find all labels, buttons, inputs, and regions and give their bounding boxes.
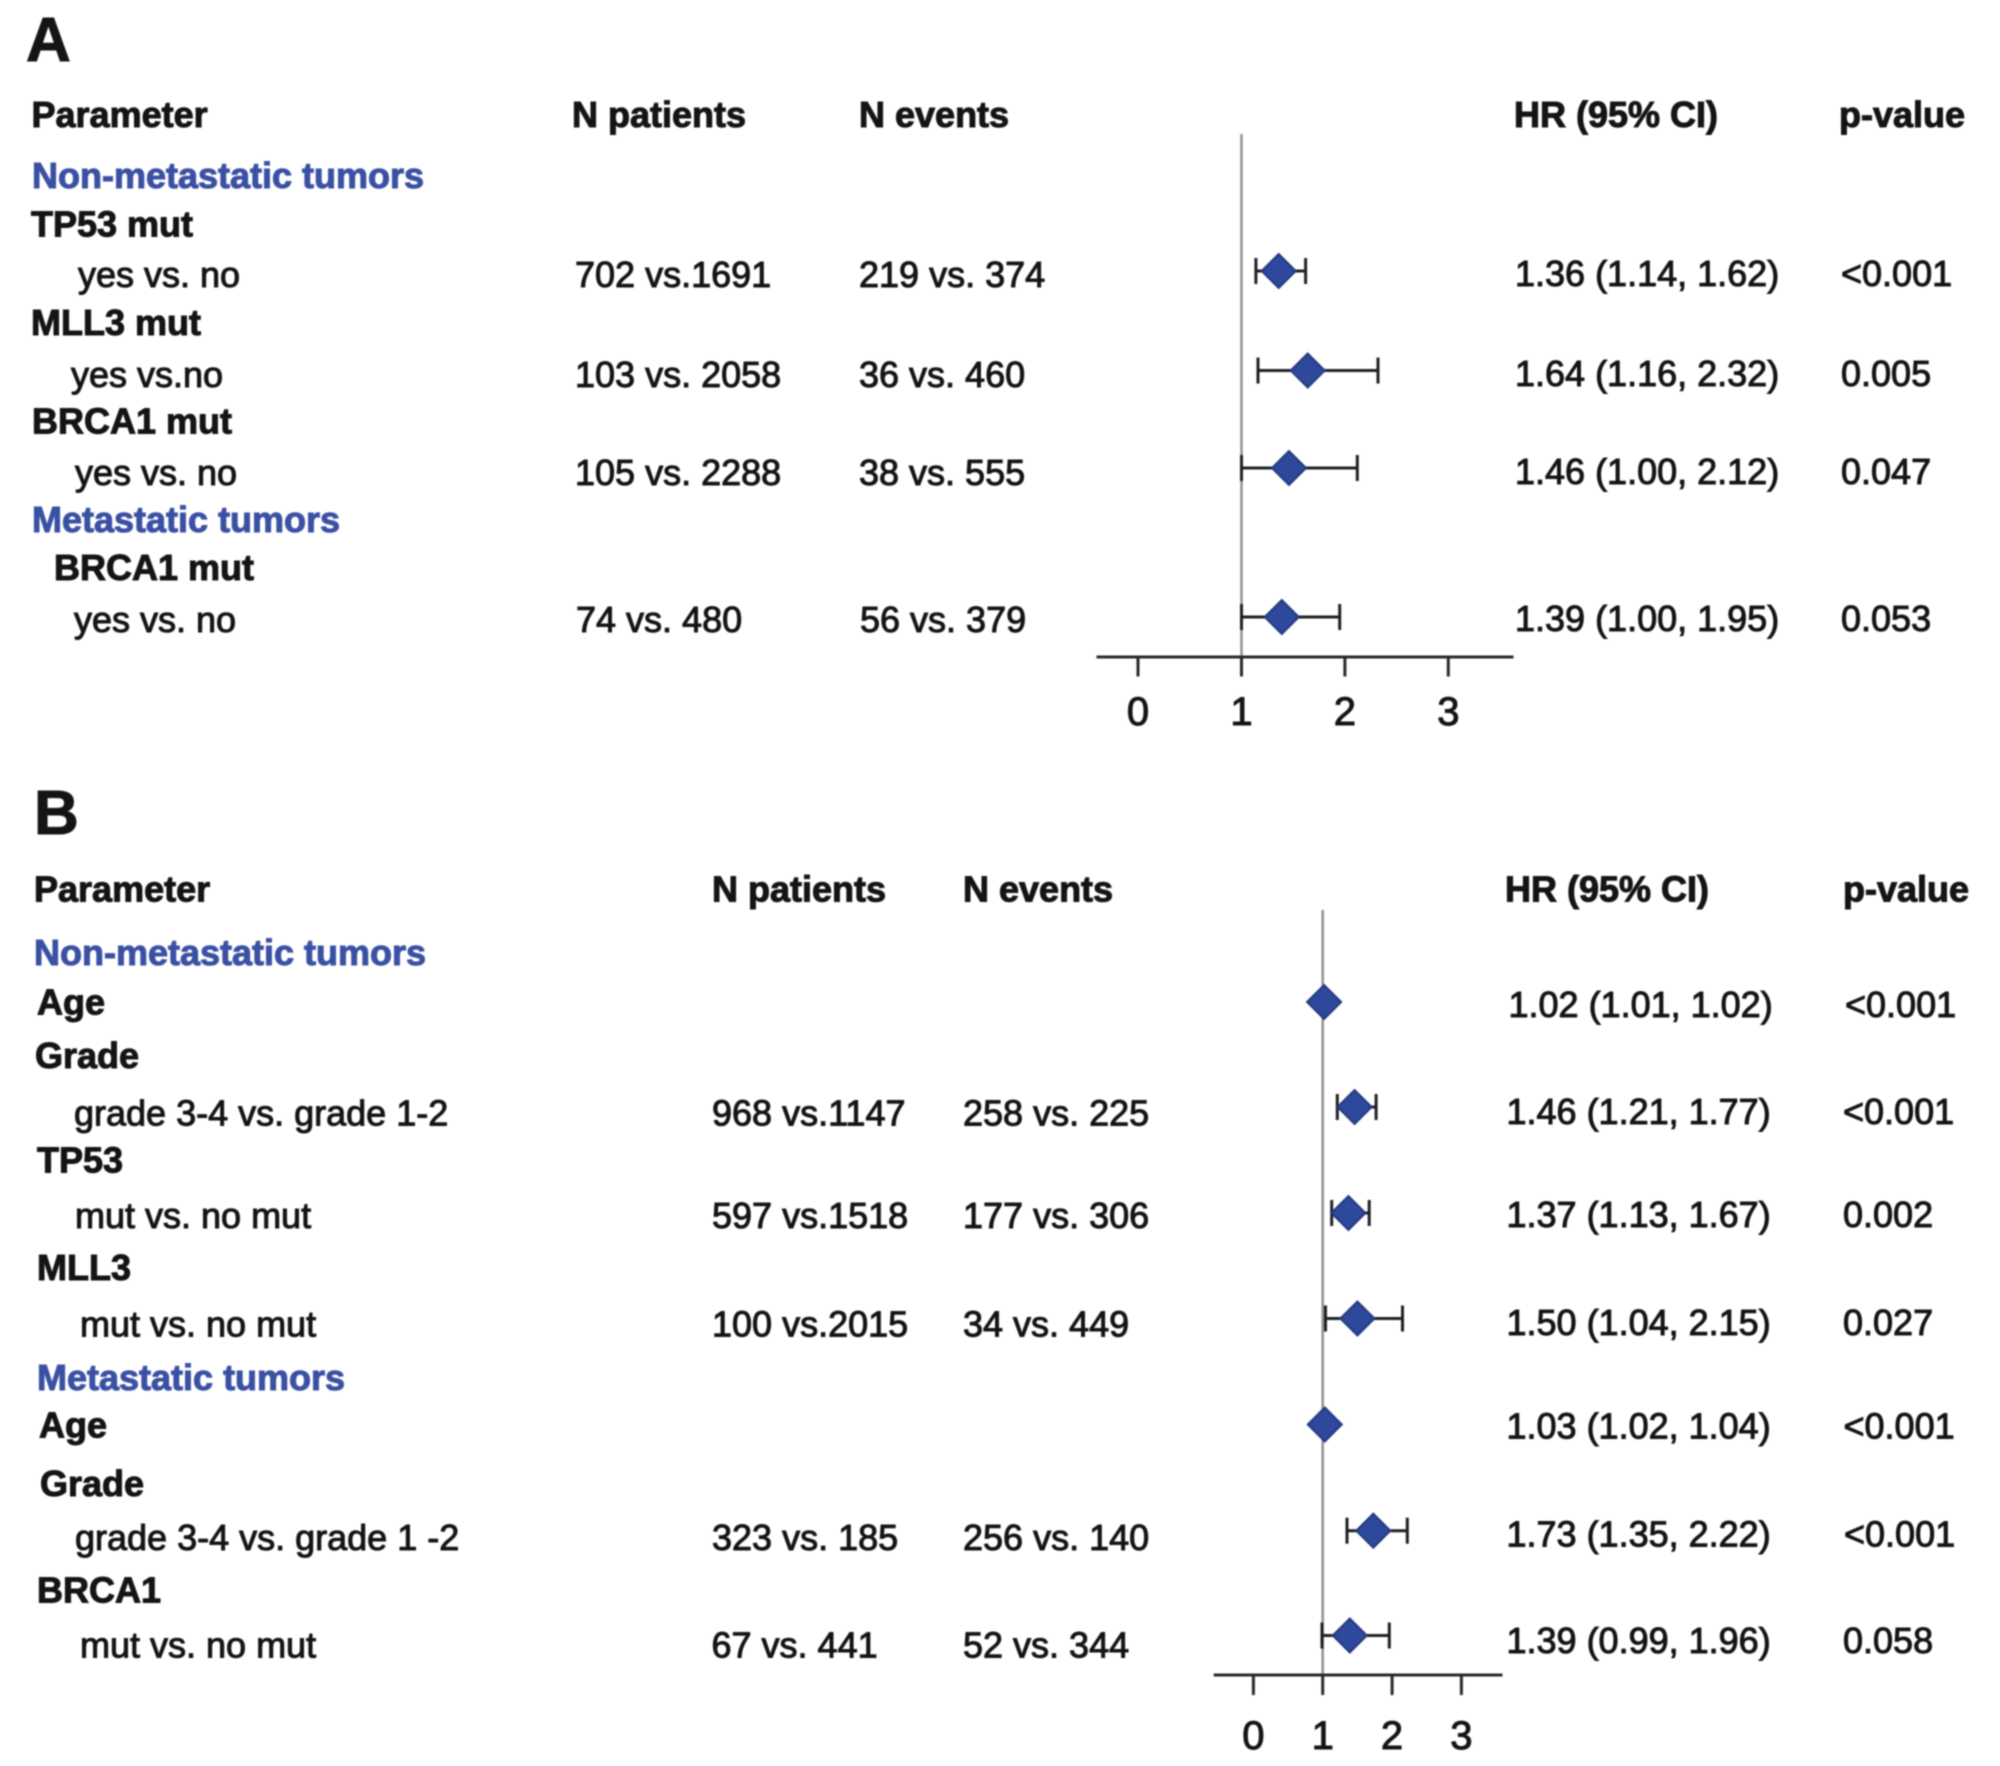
svg-text:103 vs. 2058: 103 vs. 2058	[575, 354, 781, 395]
svg-text:mut vs. no mut: mut vs. no mut	[80, 1304, 316, 1345]
svg-text:Parameter: Parameter	[34, 869, 210, 910]
svg-text:323 vs. 185: 323 vs. 185	[712, 1517, 898, 1558]
svg-text:1.39 (1.00, 1.95): 1.39 (1.00, 1.95)	[1515, 598, 1779, 639]
svg-text:Non-metastatic tumors: Non-metastatic tumors	[32, 155, 424, 196]
svg-text:grade 3-4 vs. grade 1-2: grade 3-4 vs. grade 1-2	[74, 1093, 448, 1134]
svg-text:BRCA1 mut: BRCA1 mut	[32, 401, 232, 442]
svg-text:1.39 (0.99, 1.96): 1.39 (0.99, 1.96)	[1507, 1620, 1771, 1661]
svg-text:702 vs.1691: 702 vs.1691	[575, 254, 771, 295]
svg-text:Parameter: Parameter	[32, 94, 208, 135]
svg-text:Metastatic tumors: Metastatic tumors	[37, 1357, 345, 1398]
svg-text:1.64 (1.16, 2.32): 1.64 (1.16, 2.32)	[1515, 353, 1779, 394]
svg-text:grade 3-4 vs. grade 1 -2: grade 3-4 vs. grade 1 -2	[75, 1517, 459, 1558]
svg-text:N events: N events	[963, 869, 1113, 910]
svg-text:yes vs. no: yes vs. no	[78, 254, 240, 295]
svg-text:0.027: 0.027	[1843, 1302, 1933, 1343]
svg-text:N patients: N patients	[572, 94, 746, 135]
svg-text:256 vs. 140: 256 vs. 140	[963, 1517, 1149, 1558]
svg-text:52 vs. 344: 52 vs. 344	[963, 1625, 1129, 1666]
svg-text:MLL3 mut: MLL3 mut	[31, 302, 201, 343]
svg-text:mut vs. no mut: mut vs. no mut	[80, 1625, 316, 1666]
svg-text:1.73 (1.35, 2.22): 1.73 (1.35, 2.22)	[1507, 1514, 1771, 1555]
svg-text:177 vs. 306: 177 vs. 306	[963, 1195, 1149, 1236]
svg-text:1.50 (1.04, 2.15): 1.50 (1.04, 2.15)	[1507, 1302, 1771, 1343]
svg-text:2: 2	[1381, 1714, 1403, 1758]
svg-text:p-value: p-value	[1843, 869, 1969, 910]
svg-text:TP53: TP53	[37, 1140, 123, 1181]
svg-text:yes vs.no: yes vs.no	[71, 354, 223, 395]
svg-text:N events: N events	[859, 94, 1009, 135]
svg-text:3: 3	[1437, 690, 1459, 734]
svg-text:100 vs.2015: 100 vs.2015	[712, 1304, 908, 1345]
svg-text:Grade: Grade	[35, 1035, 139, 1076]
svg-text:1: 1	[1312, 1714, 1334, 1758]
svg-text:HR (95% CI): HR (95% CI)	[1514, 94, 1718, 135]
svg-text:38 vs. 555: 38 vs. 555	[859, 452, 1025, 493]
svg-text:<0.001: <0.001	[1843, 1091, 1954, 1132]
svg-text:56 vs. 379: 56 vs. 379	[860, 599, 1026, 640]
svg-text:1.46 (1.21, 1.77): 1.46 (1.21, 1.77)	[1507, 1091, 1771, 1132]
svg-text:219 vs. 374: 219 vs. 374	[859, 254, 1045, 295]
svg-text:TP53 mut: TP53 mut	[31, 204, 193, 245]
svg-text:0.058: 0.058	[1843, 1620, 1933, 1661]
svg-text:yes vs. no: yes vs. no	[75, 452, 237, 493]
svg-text:0.002: 0.002	[1843, 1194, 1933, 1235]
svg-text:BRCA1 mut: BRCA1 mut	[54, 547, 254, 588]
svg-text:1: 1	[1230, 690, 1252, 734]
svg-text:MLL3: MLL3	[37, 1247, 131, 1288]
svg-text:1.37 (1.13, 1.67): 1.37 (1.13, 1.67)	[1507, 1194, 1771, 1235]
svg-text:BRCA1: BRCA1	[37, 1570, 161, 1611]
svg-text:<0.001: <0.001	[1844, 1406, 1955, 1447]
svg-text:968 vs.1147: 968 vs.1147	[712, 1093, 905, 1134]
svg-text:74 vs. 480: 74 vs. 480	[576, 599, 742, 640]
svg-text:<0.001: <0.001	[1844, 1514, 1955, 1555]
svg-text:HR (95% CI): HR (95% CI)	[1505, 869, 1709, 910]
svg-text:A: A	[26, 6, 71, 75]
svg-text:Grade: Grade	[40, 1463, 144, 1504]
svg-text:0: 0	[1127, 690, 1149, 734]
svg-text:0.047: 0.047	[1841, 451, 1931, 492]
svg-text:36 vs. 460: 36 vs. 460	[859, 354, 1025, 395]
svg-text:yes vs. no: yes vs. no	[74, 599, 236, 640]
svg-text:105 vs. 2288: 105 vs. 2288	[575, 452, 781, 493]
svg-text:mut vs. no mut: mut vs. no mut	[75, 1195, 311, 1236]
svg-text:1.36 (1.14, 1.62): 1.36 (1.14, 1.62)	[1515, 253, 1779, 294]
svg-text:B: B	[34, 779, 79, 848]
svg-text:N patients: N patients	[712, 869, 886, 910]
svg-text:<0.001: <0.001	[1845, 984, 1956, 1025]
svg-text:0.053: 0.053	[1841, 598, 1931, 639]
svg-text:<0.001: <0.001	[1841, 253, 1952, 294]
svg-text:p-value: p-value	[1839, 94, 1965, 135]
svg-text:0: 0	[1242, 1714, 1264, 1758]
svg-text:1.46 (1.00, 2.12): 1.46 (1.00, 2.12)	[1515, 451, 1779, 492]
svg-text:Age: Age	[39, 1405, 107, 1446]
svg-text:1.02 (1.01, 1.02): 1.02 (1.01, 1.02)	[1509, 984, 1773, 1025]
svg-text:67 vs. 441: 67 vs. 441	[712, 1625, 878, 1666]
svg-text:597 vs.1518: 597 vs.1518	[712, 1195, 908, 1236]
svg-text:2: 2	[1334, 690, 1356, 734]
svg-text:258 vs. 225: 258 vs. 225	[963, 1093, 1149, 1134]
svg-text:3: 3	[1450, 1714, 1472, 1758]
svg-text:Metastatic tumors: Metastatic tumors	[32, 499, 340, 540]
svg-text:Non-metastatic tumors: Non-metastatic tumors	[34, 932, 426, 973]
svg-text:1.03 (1.02, 1.04): 1.03 (1.02, 1.04)	[1507, 1406, 1771, 1447]
svg-text:0.005: 0.005	[1841, 353, 1931, 394]
svg-text:34 vs. 449: 34 vs. 449	[963, 1304, 1129, 1345]
svg-text:Age: Age	[37, 982, 105, 1023]
